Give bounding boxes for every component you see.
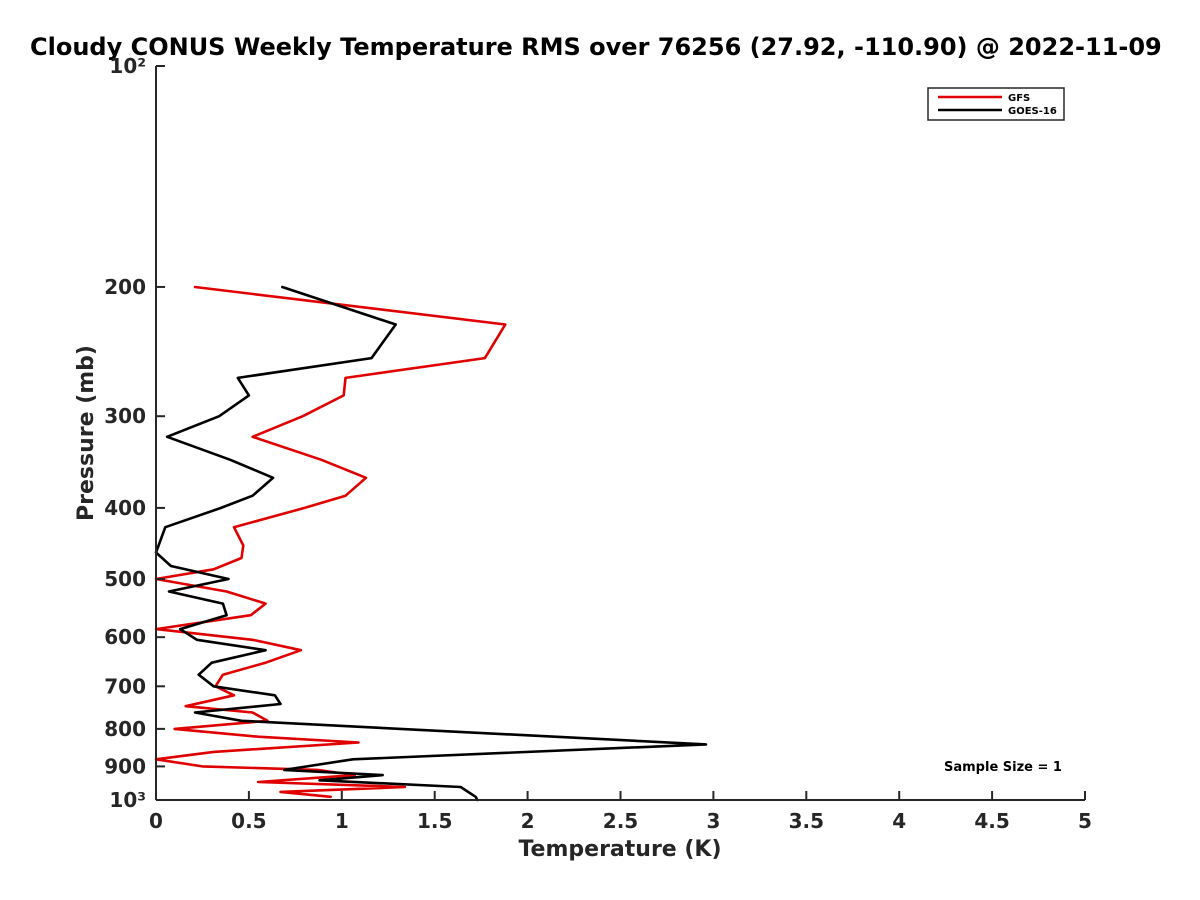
y-tick-label: 200 [104, 275, 146, 299]
y-tick-label: 300 [104, 404, 146, 428]
y-tick-label: 10³ [109, 788, 146, 812]
y-tick-label: 400 [104, 496, 146, 520]
legend-entry: GFS [1008, 93, 1030, 104]
x-tick-label: 1 [335, 809, 349, 833]
x-tick-label: 3.5 [789, 809, 824, 833]
y-tick-label: 900 [104, 754, 146, 778]
axes-layer: 0 0.5 1 1.5 2 2.5 3 3.5 4 4.5 5 10² 200 300 400 500 600 7… [104, 54, 1092, 833]
x-tick-label: 0.5 [231, 809, 266, 833]
legend-entry: GOES-16 [1008, 106, 1057, 117]
chart-title: Cloudy CONUS Weekly Temperature RMS over… [30, 33, 1162, 61]
y-tick-label: 500 [104, 567, 146, 591]
series-line-gfs [154, 285, 507, 799]
series-layer [154, 285, 708, 802]
x-tick-label: 5 [1078, 809, 1092, 833]
x-tick-label: 4 [892, 809, 906, 833]
x-tick-label: 3 [706, 809, 720, 833]
x-tick-label: 2.5 [603, 809, 638, 833]
y-tick-label: 600 [104, 625, 146, 649]
sample-size-annotation: Sample Size = 1 [944, 760, 1062, 775]
x-tick-label: 1.5 [417, 809, 452, 833]
x-axis-label: Temperature (K) [518, 837, 721, 862]
y-tick-label: 800 [104, 717, 146, 741]
legend: GFS GOES-16 [927, 87, 1065, 121]
y-axis-label: Pressure (mb) [74, 345, 99, 521]
legend-box [927, 87, 1065, 121]
x-tick-label: 0 [149, 809, 163, 833]
x-tick-label: 2 [521, 809, 535, 833]
y-tick-label: 700 [104, 674, 146, 698]
y-tick-label: 10² [109, 54, 146, 78]
series-line-goes-16 [154, 285, 708, 802]
x-tick-label: 4.5 [974, 809, 1009, 833]
